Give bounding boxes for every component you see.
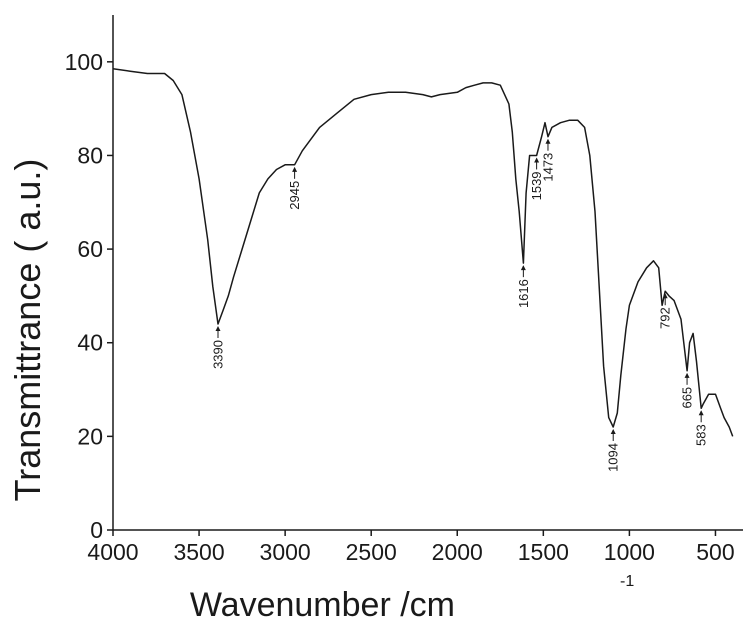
peak-label: 3390	[211, 340, 226, 369]
x-tick-label: 2500	[346, 539, 397, 565]
x-tick-label: 500	[696, 539, 734, 565]
peak-arrowhead	[662, 293, 668, 299]
peak-arrowhead	[215, 326, 221, 331]
peak-arrowhead	[610, 429, 616, 434]
x-tick-label: 1500	[518, 539, 569, 565]
peak-arrowhead	[520, 265, 526, 271]
peak-arrowhead	[292, 166, 298, 172]
peak-label: 1473	[540, 153, 555, 182]
peak-arrowhead	[545, 138, 551, 144]
y-tick-label: 60	[77, 236, 103, 262]
peak-label: 665	[680, 387, 695, 409]
y-tick-label: 20	[77, 423, 103, 449]
x-tick-label: 3500	[173, 539, 224, 565]
x-tick-label: 1000	[604, 539, 655, 565]
x-tick-label: 2000	[432, 539, 483, 565]
peak-label: 1094	[606, 443, 621, 472]
y-axis-title: Transmittrance ( a.u.)	[7, 159, 48, 502]
y-tick-label: 80	[77, 142, 103, 168]
peak-arrowhead	[534, 157, 540, 163]
y-tick-label: 0	[90, 517, 103, 543]
x-axis-title: Wavenumber /cm	[190, 586, 455, 623]
peak-arrowhead	[698, 410, 704, 416]
y-tick-label: 40	[77, 330, 103, 356]
peak-label: 1616	[516, 279, 531, 308]
peak-label: 792	[658, 307, 673, 329]
x-axis-title-superscript: -1	[620, 573, 634, 590]
peak-arrowhead	[684, 372, 690, 378]
peak-label: 2945	[287, 181, 302, 210]
x-tick-label: 4000	[87, 539, 138, 565]
spectrum-line	[112, 68, 734, 437]
peak-label: 583	[694, 424, 709, 446]
y-tick-label: 100	[65, 49, 103, 75]
x-tick-label: 3000	[260, 539, 311, 565]
peak-label: 1539	[529, 171, 544, 200]
